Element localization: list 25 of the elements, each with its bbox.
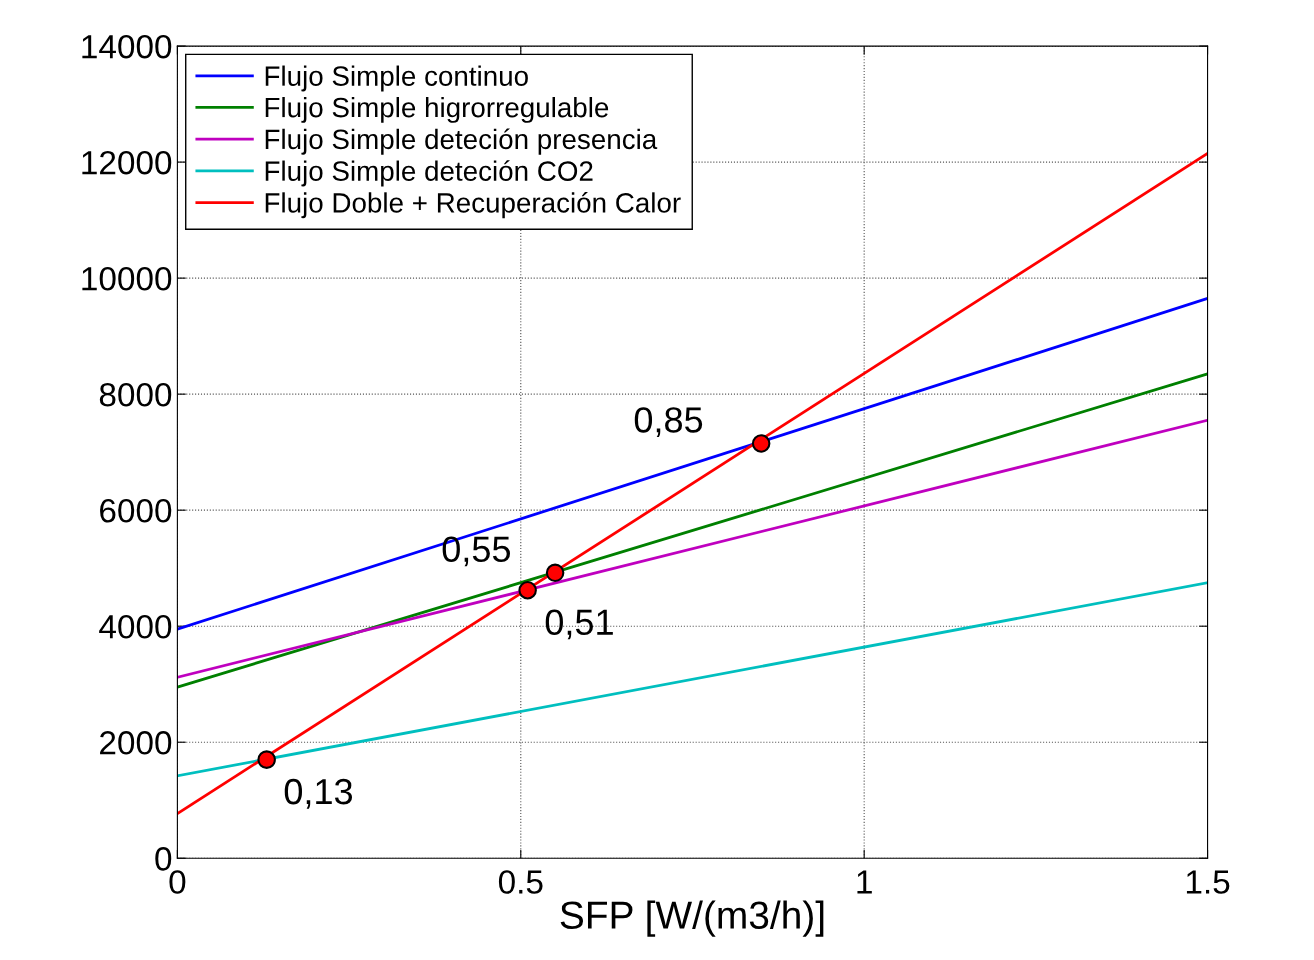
legend-label: Flujo Simple deteción presencia — [265, 128, 658, 155]
y-tick-label: 2000 — [100, 731, 172, 755]
y-tick-label: 0 — [155, 847, 172, 871]
annotation: 0,13 — [284, 778, 353, 809]
y-tick-label: 10000 — [82, 266, 172, 291]
point — [257, 750, 276, 769]
y-tick-label: 12000 — [82, 150, 172, 175]
legend-label: Flujo Simple higrorregulable — [265, 96, 609, 123]
x-tick-label: 0.5 — [498, 870, 543, 894]
x-axis-title: SFP [W/(m3/h)] — [560, 900, 824, 937]
legend-label: Flujo Doble + Recuperación Calor — [265, 191, 681, 219]
annotation: 0,51 — [545, 609, 613, 640]
point — [751, 434, 771, 453]
annotation: 0,55 — [442, 536, 510, 567]
legend-label: Flujo Simple deteción CO2 — [265, 160, 593, 187]
x-tick-label: 1.5 — [1186, 870, 1230, 894]
x-tick-label: 1 — [857, 870, 872, 894]
y-tick-label: 4000 — [99, 615, 172, 639]
annotation: 0,85 — [634, 407, 703, 437]
legend-label: Flujo Simple continuo — [265, 65, 528, 92]
point — [545, 563, 565, 583]
y-tick-label: 14000 — [82, 34, 172, 59]
point — [518, 580, 537, 600]
y-tick-label: 8000 — [99, 382, 172, 407]
y-tick-label: 6000 — [100, 498, 172, 523]
